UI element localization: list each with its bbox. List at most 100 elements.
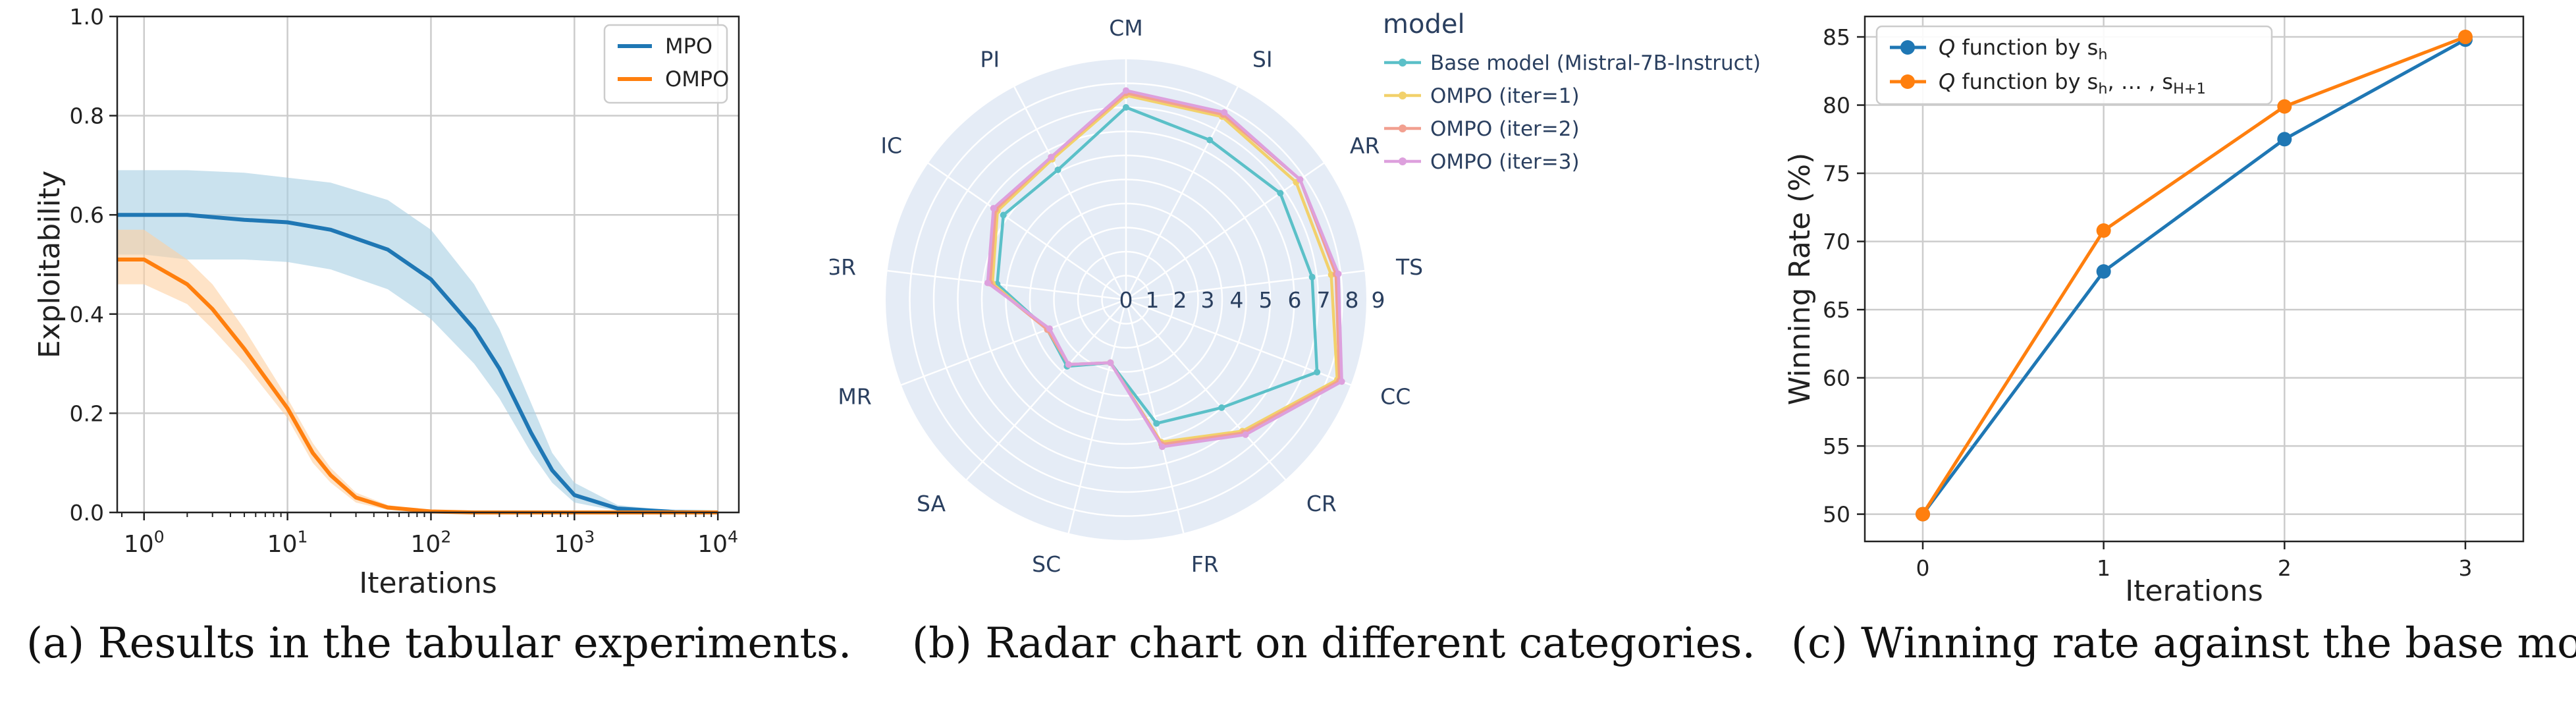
radar-chart-svg: 0 1 2 3 4 5 6 7 8 9 CM SI AR TS CC CR FR SC SA MR GR IC PI mode… <box>830 9 1761 577</box>
y-tick-label: 1.0 <box>70 4 104 30</box>
radial-tick-label: 7 <box>1317 287 1331 313</box>
y-tick-label: 0.6 <box>70 202 104 228</box>
x-tick-label: 102 <box>411 528 452 558</box>
text-segment: function by s <box>1955 35 2098 60</box>
radar-point-3 <box>1242 431 1249 438</box>
series-line-1 <box>1921 35 2466 515</box>
legend-label-ompo: OMPO <box>665 67 729 92</box>
x-tick-label: 2 <box>2278 555 2292 581</box>
y-axis-label: Exploitability <box>33 171 67 358</box>
radar-point-0 <box>1206 136 1214 144</box>
category-label-ar: AR <box>1350 132 1380 158</box>
legend-marker-1 <box>1900 74 1915 89</box>
legend-marker-2 <box>1399 124 1407 132</box>
radial-tick-label: 2 <box>1173 287 1187 313</box>
radar-legend: model Base model (Mistral-7B-Instruct) OMP… <box>1383 9 1761 174</box>
category-label-gr: GR <box>830 254 856 280</box>
legend-marker-3 <box>1399 157 1407 165</box>
text-segment: function by s <box>1955 69 2098 94</box>
text-segment: 0 <box>154 528 165 547</box>
legend-title: model <box>1383 9 1465 40</box>
radial-tick-label: 4 <box>1230 287 1244 313</box>
legend-label-0: Q function by sh <box>1939 35 2108 63</box>
y-axis-label: Winning Rate (%) <box>1783 153 1817 406</box>
radar-point-0 <box>1314 369 1321 376</box>
category-label-sc: SC <box>1032 551 1061 577</box>
exploitability-chart: 0.0 0.2 0.4 0.6 0.8 1.0 100 101 102 103 104 Iterati… <box>0 0 830 714</box>
text-segment: 2 <box>441 528 451 547</box>
radar-point-3 <box>990 205 997 212</box>
y-tick-label: 60 <box>1823 366 1850 391</box>
radial-tick-label: 0 <box>1119 287 1133 313</box>
legend-label-q: Q <box>1939 69 1955 94</box>
category-label-fr: FR <box>1191 551 1219 577</box>
y-tick-label: 70 <box>1823 229 1850 255</box>
y-tick-label: 50 <box>1823 502 1850 528</box>
radial-tick-label: 1 <box>1146 287 1160 313</box>
data-point-1 <box>2458 30 2473 45</box>
confidence-band-mpo <box>117 170 718 512</box>
radar-spoke <box>966 299 1127 481</box>
x-tick-label: 1 <box>2097 555 2110 581</box>
text-segment: 1 <box>297 528 308 547</box>
legend-label-1: OMPO (iter=1) <box>1430 84 1580 108</box>
y-tick-label: 55 <box>1823 433 1850 459</box>
y-tick-label: 75 <box>1823 161 1850 186</box>
text-segment: 3 <box>584 528 595 547</box>
radar-point-0 <box>1153 420 1160 427</box>
y-tick-label: 80 <box>1823 93 1850 119</box>
data-point-1 <box>2277 99 2292 114</box>
category-label-cm: CM <box>1109 15 1143 41</box>
radar-point-0 <box>1308 273 1316 281</box>
category-label-ic: IC <box>880 132 902 158</box>
text-segment: 10 <box>124 531 154 558</box>
text-segment: 10 <box>554 531 584 558</box>
data-point-1 <box>1916 507 1930 522</box>
radar-spoke <box>1125 299 1185 534</box>
legend: Q function by shQ function by sh, … , sH… <box>1875 25 2273 105</box>
radar-point-3 <box>984 279 991 287</box>
legend-label-q: Q <box>1939 35 1955 60</box>
radar-series-3 <box>986 89 1343 449</box>
y-tick-label: 0.2 <box>70 400 104 426</box>
radar-chart: 0 1 2 3 4 5 6 7 8 9 CM SI AR TS CC CR FR SC SA MR GR IC PI mode… <box>830 0 1765 714</box>
text-segment: 10 <box>411 531 441 558</box>
text-segment: h <box>2098 46 2107 63</box>
radar-point-3 <box>1046 325 1053 333</box>
radar-point-3 <box>1123 87 1129 94</box>
text-segment: 10 <box>267 531 298 558</box>
radar-spoke <box>1125 269 1365 301</box>
legend-marker-0 <box>1399 59 1407 67</box>
data-point-0 <box>2277 132 2292 147</box>
radar-point-3 <box>1297 176 1304 183</box>
y-tick-label: 85 <box>1823 24 1850 50</box>
x-tick-label: 100 <box>124 528 165 558</box>
plot-frame <box>116 15 740 514</box>
radar-point-0 <box>1000 211 1007 219</box>
series-line-mpo <box>117 213 718 514</box>
x-tick-label: 101 <box>267 528 308 558</box>
radar-spoke <box>1013 86 1127 300</box>
text-segment: h <box>2098 80 2107 97</box>
radial-tick-label: 3 <box>1201 287 1215 313</box>
text-segment: , … , s <box>2108 69 2174 94</box>
radar-grid <box>887 59 1365 534</box>
category-label-pi: PI <box>980 46 1000 72</box>
radar-point-3 <box>1065 361 1072 368</box>
y-tick-label: 65 <box>1823 297 1850 323</box>
legend-box <box>1875 25 2273 105</box>
radar-spoke <box>927 162 1127 301</box>
radial-tick-label: 9 <box>1372 287 1385 313</box>
data-point-0 <box>2096 264 2111 279</box>
y-tick-label: 0.8 <box>70 103 104 129</box>
x-axis-label: Iterations <box>359 566 497 600</box>
text-segment: 10 <box>697 531 728 558</box>
caption-a: (a) Results in the tabular experiments. <box>26 619 852 668</box>
radar-point-3 <box>1221 109 1228 116</box>
radar-spoke <box>1125 86 1239 300</box>
radar-spoke <box>1125 299 1286 481</box>
caption-c: (c) Winning rate against the base model. <box>1791 619 2576 668</box>
data-point-1 <box>2096 223 2111 238</box>
x-tick-label: 104 <box>697 528 738 558</box>
